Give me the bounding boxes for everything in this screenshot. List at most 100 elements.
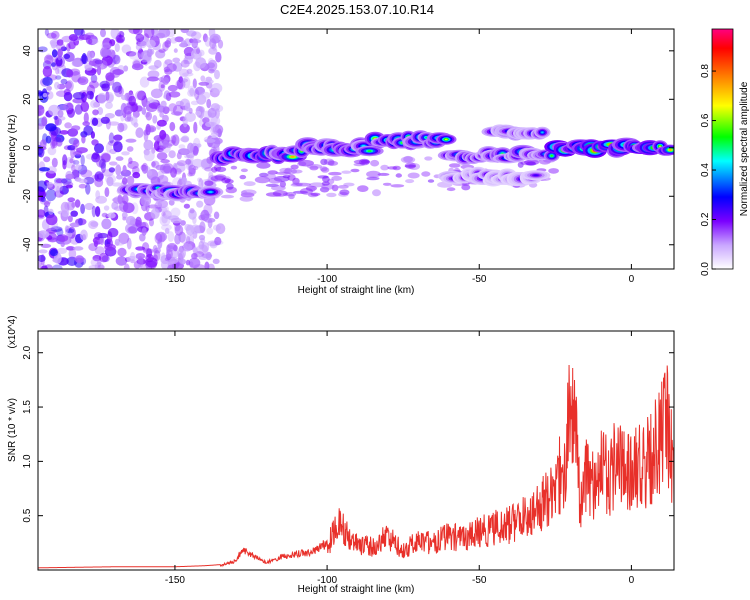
noise-speckle	[196, 143, 202, 148]
faint-streak	[241, 189, 257, 196]
noise-speckle	[200, 75, 206, 82]
faint-streak	[263, 173, 276, 180]
faint-streak	[424, 156, 433, 161]
noise-speckle	[88, 60, 97, 66]
noise-speckle	[88, 38, 93, 44]
noise-speckle	[61, 209, 70, 217]
noise-speckle	[175, 100, 184, 107]
noise-speckle	[179, 258, 186, 265]
noise-speckle	[152, 115, 158, 124]
noise-speckle	[118, 232, 130, 244]
noise-speckle	[147, 204, 159, 209]
noise-speckle	[121, 194, 129, 205]
noise-speckle	[130, 251, 136, 262]
noise-speckle	[112, 54, 121, 65]
noise-speckle	[72, 97, 85, 104]
noise-speckle	[168, 103, 177, 112]
ridge-blob	[541, 131, 544, 134]
x-tick-label: -150	[165, 575, 185, 586]
noise-speckle	[44, 54, 54, 65]
noise-speckle	[140, 194, 152, 207]
noise-speckle	[129, 51, 141, 60]
noise-speckle	[46, 90, 54, 100]
noise-speckle	[160, 224, 172, 231]
noise-speckle	[91, 205, 97, 218]
colorbar-tick-label: 0.6	[700, 113, 711, 127]
noise-speckle	[189, 208, 195, 214]
noise-speckle	[140, 59, 148, 65]
colorbar-gradient	[711, 28, 734, 270]
noise-speckle	[198, 255, 208, 260]
ridge-blob	[290, 156, 295, 158]
noise-speckle	[117, 247, 127, 257]
noise-speckle	[69, 222, 81, 228]
noise-speckle	[136, 258, 147, 265]
noise-speckle	[48, 104, 60, 116]
faint-streak	[320, 167, 330, 173]
noise-speckle	[38, 230, 50, 239]
noise-speckle	[135, 43, 142, 51]
noise-speckle	[77, 76, 89, 86]
noise-speckle	[170, 135, 177, 144]
noise-speckle	[121, 151, 130, 156]
x-tick-label: -50	[472, 274, 487, 285]
noise-speckle	[38, 180, 48, 192]
noise-speckle	[40, 196, 46, 203]
noise-speckle	[198, 234, 206, 241]
faint-streak	[400, 156, 416, 164]
snr-y-multiplier: (x10^4)	[7, 315, 18, 348]
noise-speckle	[145, 100, 151, 112]
noise-speckle	[97, 232, 109, 239]
noise-speckle	[74, 150, 83, 155]
noise-speckle	[113, 134, 123, 141]
noise-speckle	[186, 30, 197, 37]
noise-speckle	[185, 102, 191, 112]
noise-speckle	[49, 249, 58, 257]
noise-speckle	[180, 59, 190, 68]
noise-speckle	[208, 47, 218, 55]
noise-speckle	[45, 181, 54, 188]
noise-speckle	[167, 264, 177, 269]
faint-streak	[353, 159, 369, 164]
noise-speckle	[192, 166, 199, 171]
noise-speckle	[60, 46, 67, 52]
noise-speckle	[38, 123, 45, 130]
y-tick-label: 0.5	[22, 508, 33, 522]
spectrogram-panel: -150 -100 -50 0 -40 -20 0 20 40 Height of strai…	[7, 28, 675, 296]
noise-speckle	[92, 254, 102, 262]
noise-speckle	[126, 146, 134, 152]
noise-speckle	[151, 161, 156, 167]
noise-speckle	[166, 63, 177, 72]
snr-y-label: SNR (10 * v/v)	[7, 398, 18, 462]
noise-speckle	[126, 237, 132, 250]
noise-speckle	[157, 175, 169, 185]
noise-speckle	[80, 29, 86, 37]
noise-speckle	[193, 121, 198, 134]
noise-speckle	[51, 49, 58, 58]
noise-speckle	[38, 167, 51, 172]
noise-speckle	[47, 225, 57, 231]
noise-speckle	[96, 59, 108, 70]
noise-speckle	[90, 38, 99, 45]
faint-streak	[284, 167, 293, 173]
noise-speckle	[66, 69, 74, 78]
faint-streak	[350, 168, 360, 173]
noise-speckle	[40, 139, 47, 150]
x-tick-label: -50	[472, 575, 487, 586]
noise-speckle	[164, 227, 170, 234]
noise-speckle	[63, 181, 74, 188]
noise-speckle	[184, 55, 193, 65]
noise-speckle	[113, 196, 125, 205]
noise-speckle	[74, 255, 85, 264]
noise-speckle	[170, 167, 177, 178]
noise-speckle	[50, 226, 63, 232]
y-tick-label: -40	[22, 237, 33, 252]
colorbar-tick-label: 0.8	[700, 64, 711, 78]
noise-speckle	[180, 29, 189, 34]
noise-speckle	[101, 218, 112, 230]
noise-speckle	[80, 154, 85, 166]
noise-speckle	[144, 29, 155, 38]
noise-speckle	[186, 68, 193, 74]
noise-speckle	[91, 117, 99, 127]
noise-speckle	[71, 125, 81, 131]
